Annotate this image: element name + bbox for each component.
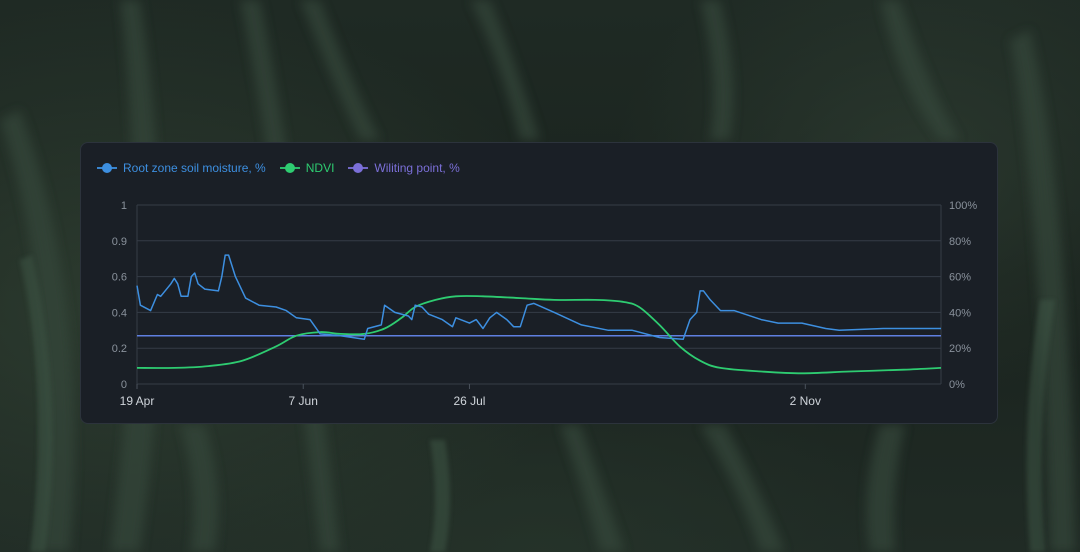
grid-lines: [136, 204, 942, 389]
y-right-tick-label: 100%: [949, 200, 977, 212]
series-lines: [136, 254, 942, 375]
chart-svg: 0 0% 0.2 20% 0.4 40% 0.6 60% 0.9 80% 1 100% 19 Apr 7 …: [112, 200, 978, 408]
x-tick-label: 2 Nov: [790, 394, 821, 408]
y-left-tick-label: 0.4: [112, 307, 127, 319]
y-right-tick-label: 80%: [949, 236, 971, 248]
legend-marker-icon: [279, 163, 300, 173]
legend-label: Wiliting point, %: [374, 161, 460, 175]
y-left-tick-label: 0.6: [112, 272, 127, 284]
ndvi-line: [136, 295, 942, 375]
x-tick-label: 7 Jun: [289, 394, 318, 408]
legend-item-soil-moisture[interactable]: Root zone soil moisture, %: [97, 161, 266, 175]
axis-labels: 0 0% 0.2 20% 0.4 40% 0.6 60% 0.9 80% 1 100% 19 Apr 7 …: [112, 200, 978, 408]
y-left-tick-label: 0.9: [112, 236, 127, 248]
y-left-tick-label: 0: [121, 379, 127, 391]
legend-item-wilting-point[interactable]: Wiliting point, %: [348, 161, 460, 175]
soil-moisture-line: [136, 254, 941, 341]
legend-item-ndvi[interactable]: NDVI: [279, 161, 335, 175]
y-left-tick-label: 0.2: [112, 343, 127, 355]
legend-label: NDVI: [305, 161, 335, 175]
y-left-tick-label: 1: [121, 200, 127, 212]
legend-label: Root zone soil moisture, %: [123, 161, 266, 175]
chart-card: 0 0% 0.2 20% 0.4 40% 0.6 60% 0.9 80% 1 100% 19 Apr 7 …: [80, 142, 998, 424]
y-right-tick-label: 0%: [949, 379, 965, 391]
legend-marker-icon: [97, 163, 117, 173]
legend-marker-icon: [348, 163, 369, 173]
x-tick-label: 19 Apr: [120, 394, 155, 408]
chart-legend: Root zone soil moisture, % NDVI Wiliting…: [97, 161, 460, 175]
y-right-tick-label: 40%: [949, 307, 971, 319]
y-right-tick-label: 60%: [949, 272, 971, 284]
x-tick-label: 26 Jul: [453, 394, 485, 408]
y-right-tick-label: 20%: [949, 343, 971, 355]
